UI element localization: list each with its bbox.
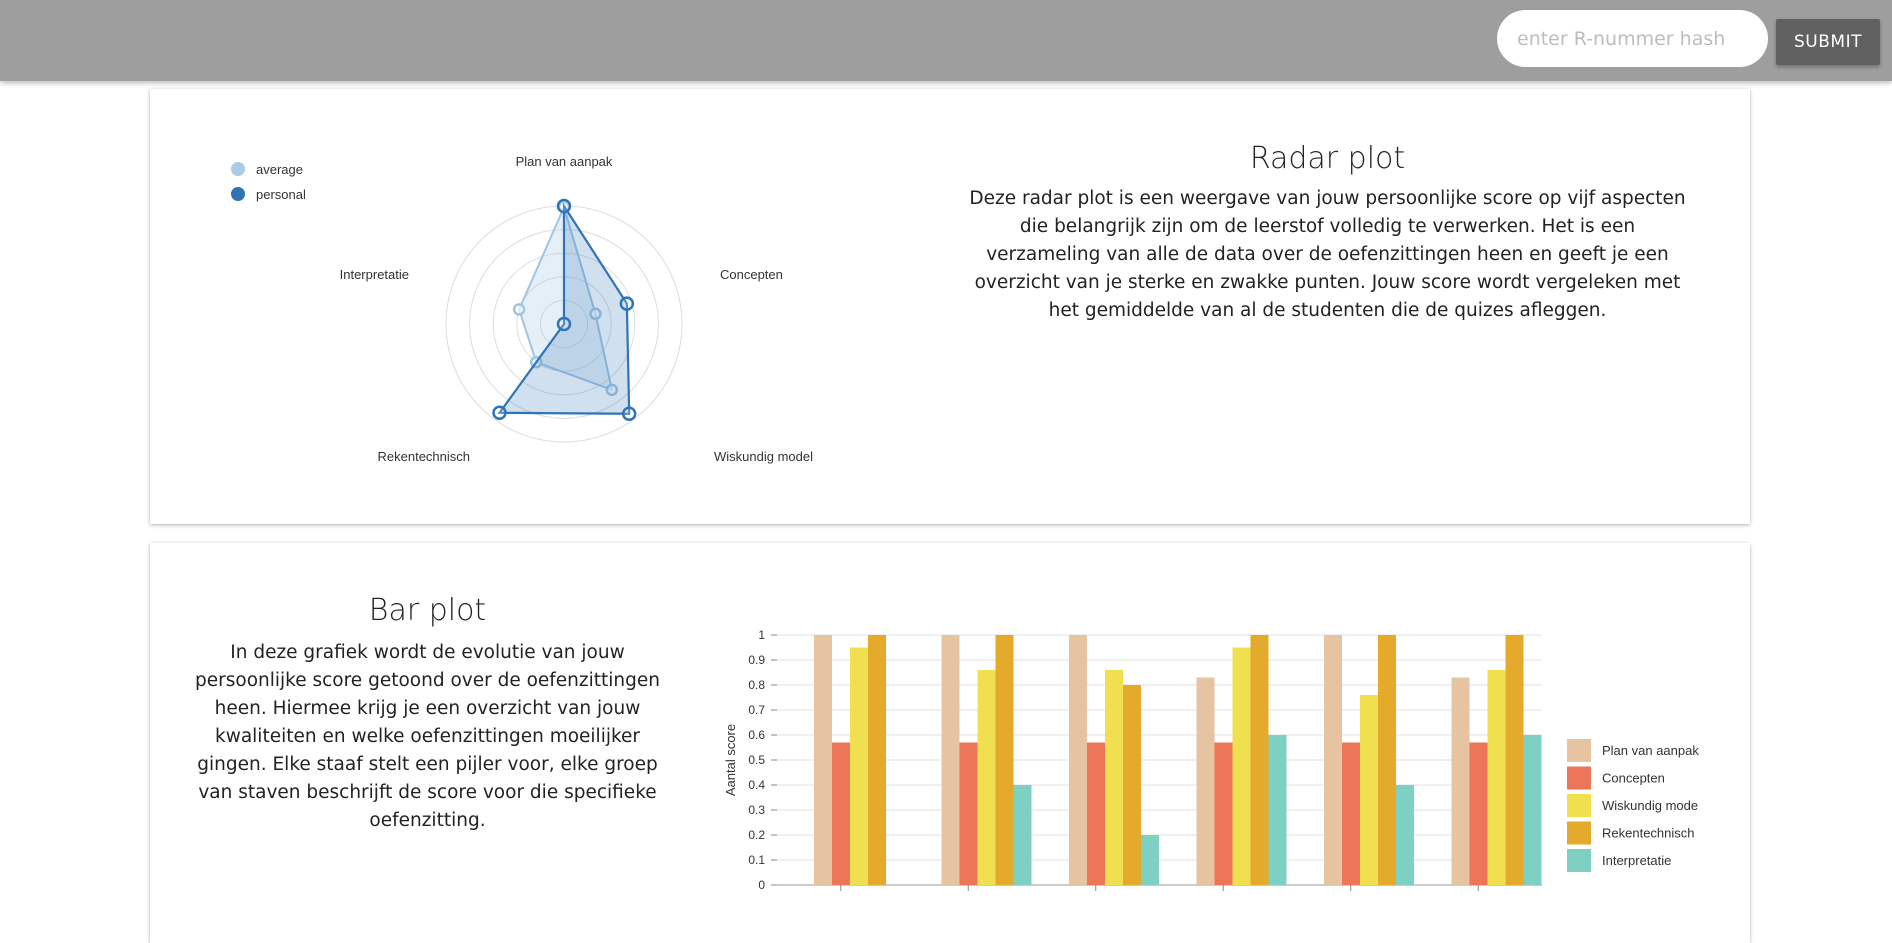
bar-interpretatie (1141, 835, 1159, 885)
radar-series-average (518, 204, 614, 392)
radar-point-personal (556, 198, 572, 214)
hash-input[interactable] (1497, 10, 1768, 67)
bar-description: In deze grafiek wordt de evolutie van jo… (195, 642, 660, 831)
legend-label: Interpretatie (1602, 853, 1671, 868)
bar-card: Bar plot In deze grafiek wordt de evolut… (150, 543, 1750, 943)
legend-average-icon (231, 162, 245, 176)
bar-plan-van-aanpak (941, 635, 960, 885)
radar-axis-label: Rekentechnisch (378, 449, 471, 464)
bar-concepten (1214, 742, 1233, 885)
legend-label-average: average (256, 162, 303, 177)
y-axis-label: Aantal score (723, 724, 738, 796)
bar-concepten (1342, 742, 1360, 885)
bar-rekentechnisch (1505, 635, 1524, 885)
bar-plan-van-aanpak (814, 635, 832, 885)
radar-axis-label: Interpretatie (340, 267, 409, 282)
y-tick-label: 0.2 (748, 828, 765, 842)
bar-wiskundig-mode (1360, 695, 1378, 885)
y-tick-label: 1 (758, 628, 765, 642)
y-tick-label: 0.5 (748, 753, 765, 767)
radar-point-personal (619, 296, 635, 311)
legend-label: Rekentechnisch (1602, 826, 1695, 841)
legend-swatch-icon (1567, 739, 1591, 762)
radar-axis-label: Plan van aanpak (516, 154, 613, 169)
radar-axis-label: Concepten (720, 267, 783, 282)
top-bar: SUBMIT (0, 0, 1892, 81)
bar-wiskundig-mode (977, 670, 996, 885)
y-tick-label: 0 (758, 878, 765, 892)
radar-point-average (512, 303, 526, 316)
bar-plan-van-aanpak (1451, 677, 1470, 885)
radar-card: Plan van aanpak Concepten Wiskundig model R… (150, 89, 1750, 524)
radar-point-average (605, 383, 619, 397)
legend-label: Concepten (1602, 771, 1665, 786)
bar-chart: 0 0.1 0.2 0.3 0.4 0.5 0.6 0.7 0.8 0.9 1 Aantal scor… (723, 628, 1699, 892)
bar-plan-van-aanpak (1196, 677, 1215, 885)
legend-swatch-icon (1567, 794, 1591, 817)
bar-interpretatie (1268, 735, 1287, 885)
y-tick-label: 0.1 (748, 853, 765, 867)
bar-rekentechnisch (1378, 635, 1396, 885)
y-tick-label: 0.8 (748, 678, 765, 692)
legend-swatch-icon (1567, 821, 1591, 845)
radar-chart: Plan van aanpak Concepten Wiskundig model R… (231, 154, 813, 464)
radar-description: Deze radar plot is een weergave van jouw… (969, 188, 1686, 321)
bar-interpretatie (1396, 785, 1414, 885)
legend-label: Plan van aanpak (1602, 743, 1699, 758)
bar-wiskundig-mode (1232, 647, 1251, 885)
radar-series-personal (497, 202, 631, 415)
y-tick-label: 0.6 (748, 728, 765, 742)
bar-interpretatie (1013, 785, 1032, 885)
bar-interpretatie (1523, 735, 1542, 885)
radar-axis-label: Wiskundig model (714, 449, 813, 464)
bar-wiskundig-mode (850, 647, 868, 885)
y-tick-label: 0.7 (748, 703, 765, 717)
bar-wiskundig-mode (1487, 670, 1506, 885)
bar-rekentechnisch (1123, 685, 1141, 885)
bar-concepten (1469, 742, 1488, 885)
radar-point-personal (492, 405, 507, 421)
radar-point-personal (621, 406, 637, 421)
bar-plan-van-aanpak (1324, 635, 1342, 885)
bar-concepten (832, 742, 850, 885)
bar-title: Bar plot (368, 593, 487, 628)
legend-label-personal: personal (256, 187, 306, 202)
y-tick-label: 0.9 (748, 653, 765, 667)
bar-concepten (959, 742, 978, 885)
radar-point-average (589, 307, 602, 321)
bar-rekentechnisch (868, 635, 886, 885)
bar-rekentechnisch (1250, 635, 1269, 885)
legend-swatch-icon (1567, 849, 1591, 872)
bar-rekentechnisch (995, 635, 1014, 885)
submit-button[interactable]: SUBMIT (1776, 19, 1880, 65)
legend-label: Wiskundig mode (1602, 798, 1698, 813)
radar-title: Radar plot (1249, 141, 1406, 176)
legend-swatch-icon (1567, 766, 1591, 790)
y-tick-label: 0.4 (748, 778, 765, 792)
bar-concepten (1087, 742, 1105, 885)
legend-personal-icon (231, 187, 245, 201)
bar-wiskundig-mode (1105, 670, 1123, 885)
radar-point-personal (556, 316, 572, 332)
y-tick-label: 0.3 (748, 803, 765, 817)
bar-plan-van-aanpak (1069, 635, 1087, 885)
